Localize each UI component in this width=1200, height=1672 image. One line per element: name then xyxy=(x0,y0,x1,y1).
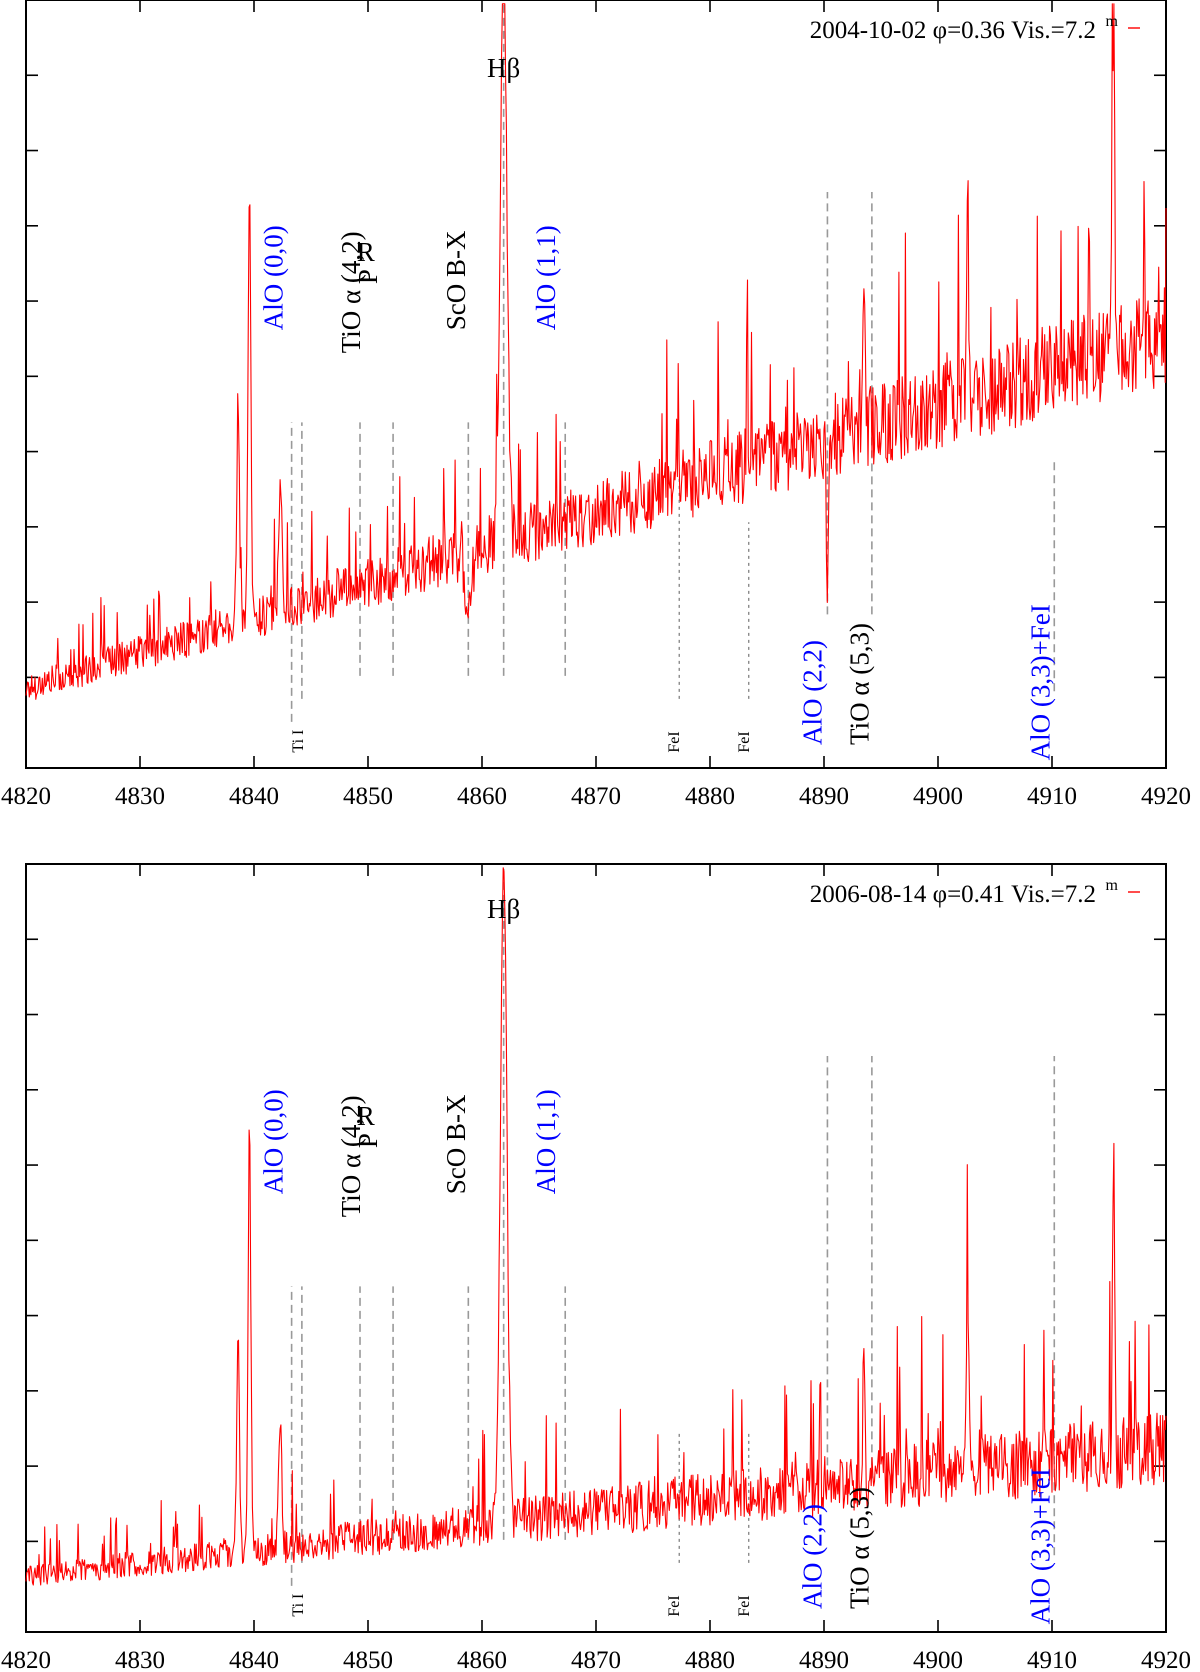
x-tick-label: 4920 xyxy=(1141,1647,1191,1672)
x-tick-label: 4830 xyxy=(115,1647,165,1672)
x-tick-label: 4830 xyxy=(115,783,165,810)
x-tick-label: 4840 xyxy=(229,783,279,810)
x-tick-label: 4880 xyxy=(685,783,735,810)
legend-superscript: m xyxy=(1106,877,1119,894)
spectrum-panel-2006: 4820 4830 4840 4850 4860 4870 4880 4890 4900 4910… xyxy=(1,863,1191,1672)
x-tick-label: 4820 xyxy=(1,1647,51,1672)
line-annotation: TiO α (4,2) xyxy=(336,1095,366,1217)
x-tick-label: 4880 xyxy=(685,1647,735,1672)
line-annotation: P xyxy=(353,269,383,284)
line-annotation: FeI xyxy=(666,1595,683,1616)
line-annotation: Ti I xyxy=(290,730,307,753)
line-annotation: AlO (1,1) xyxy=(531,1089,561,1194)
line-annotation: AlO (3,3)+FeI xyxy=(1026,604,1056,760)
line-annotation: FeI xyxy=(666,731,683,752)
line-annotation: AlO (0,0) xyxy=(259,225,289,330)
x-tick-label: 4890 xyxy=(799,783,849,810)
x-tick-label: 4850 xyxy=(343,783,393,810)
x-tick-label: 4900 xyxy=(913,1647,963,1672)
spectrum-line xyxy=(25,3,1167,700)
line-annotation: TiO α (5,3) xyxy=(844,623,874,745)
x-tick-label: 4910 xyxy=(1027,783,1077,810)
line-annotation: AlO (2,2) xyxy=(798,640,828,745)
line-annotation: TiO α (4,2) xyxy=(336,231,366,353)
line-annotation: TiO α (5,3) xyxy=(844,1487,874,1609)
x-tick-label: 4890 xyxy=(799,1647,849,1672)
spectrum-panel-2004: 4820 4830 4840 4850 4860 4870 4880 4890 4900 4910… xyxy=(1,0,1191,810)
legend-label: 2004-10-02 φ=0.36 Vis.=7.2 xyxy=(810,17,1096,44)
line-annotation: FeI xyxy=(736,1595,753,1616)
x-tick-label: 4900 xyxy=(913,783,963,810)
line-annotation: ScO B-X xyxy=(441,230,471,330)
x-tick-label: 4840 xyxy=(229,1647,279,1672)
line-annotation: AlO (0,0) xyxy=(259,1089,289,1194)
line-annotation: ScO B-X xyxy=(441,1094,471,1194)
line-annotation: AlO (1,1) xyxy=(531,225,561,330)
x-tick-label: 4860 xyxy=(457,783,507,810)
spectrum-line xyxy=(25,867,1167,1586)
x-tick-label: 4870 xyxy=(571,1647,621,1672)
x-tick-label: 4850 xyxy=(343,1647,393,1672)
x-tick-label: 4820 xyxy=(1,783,51,810)
line-annotation: P xyxy=(353,1133,383,1148)
line-annotation: R xyxy=(357,1101,375,1131)
line-annotation: AlO (3,3)+FeI xyxy=(1026,1468,1056,1624)
line-annotation: FeI xyxy=(736,731,753,752)
line-annotation: Hβ xyxy=(487,894,520,924)
line-annotation: Hβ xyxy=(487,53,520,83)
legend-superscript: m xyxy=(1106,13,1119,30)
x-tick-label: 4910 xyxy=(1027,1647,1077,1672)
x-tick-label: 4870 xyxy=(571,783,621,810)
x-tick-label: 4920 xyxy=(1141,783,1191,810)
x-tick-label: 4860 xyxy=(457,1647,507,1672)
line-annotation: R xyxy=(357,237,375,267)
line-annotation: AlO (2,2) xyxy=(798,1504,828,1609)
line-annotation: Ti I xyxy=(290,1594,307,1617)
legend-label: 2006-08-14 φ=0.41 Vis.=7.2 xyxy=(810,881,1096,908)
